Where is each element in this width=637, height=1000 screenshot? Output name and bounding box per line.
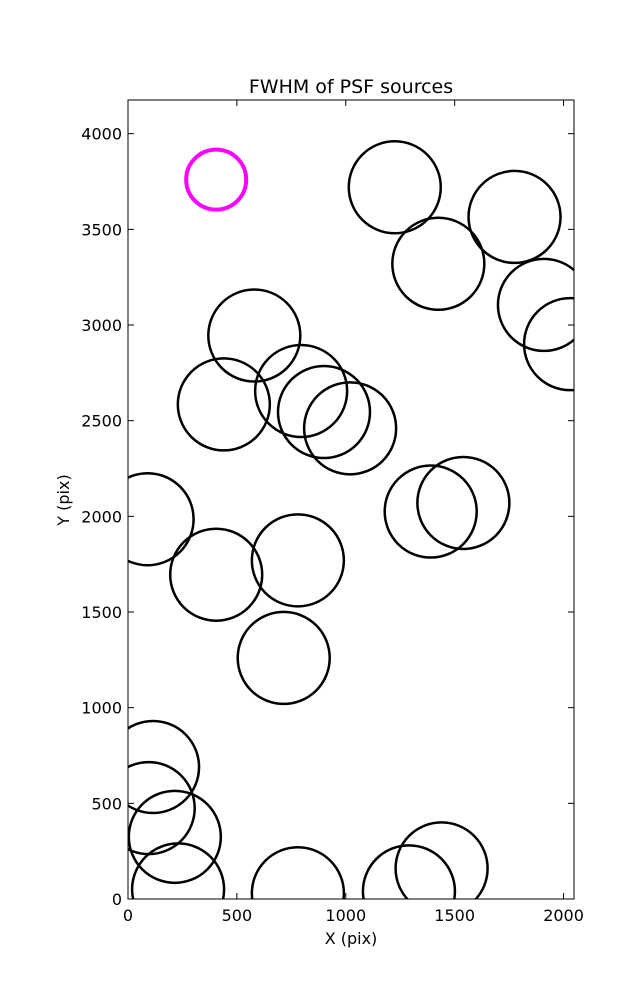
psf-source-marker — [347, 139, 443, 235]
y-tick-label: 1000 — [81, 699, 122, 718]
psf-source-marker — [416, 455, 511, 551]
psf-source-marker — [467, 169, 562, 265]
psf-source-marker — [302, 381, 398, 476]
y-tick-label: 2500 — [81, 412, 122, 431]
y-tick-label: 4000 — [81, 125, 122, 144]
y-axis-label: Y (pix) — [54, 474, 73, 526]
psf-source-marker — [522, 296, 574, 392]
psf-source-marker — [383, 464, 478, 559]
chart-title: FWHM of PSF sources — [249, 76, 453, 98]
x-tick-label: 1000 — [325, 906, 366, 925]
psf-source-marker — [128, 719, 201, 815]
marker-layer — [128, 139, 574, 899]
tick-layer: 0 500 1000 1500 2000 0 500 1000 1500 2000 2500 3000… — [81, 100, 584, 925]
x-tick-label: 2000 — [543, 906, 584, 925]
plot-frame — [127, 99, 575, 900]
psf-source-marker — [130, 842, 226, 899]
y-tick-label: 3500 — [81, 220, 122, 239]
psf-source-marker — [496, 257, 574, 353]
x-tick-label: 1500 — [434, 906, 475, 925]
psf-source-marker — [394, 821, 489, 899]
y-tick-label: 3000 — [81, 316, 122, 335]
y-tick-label: 2000 — [81, 507, 122, 526]
y-tick-label: 0 — [112, 890, 122, 909]
psf-source-marker — [207, 288, 302, 383]
x-tick-label: 0 — [123, 906, 133, 925]
psf-source-marker — [168, 527, 264, 622]
psf-source-marker — [276, 364, 372, 460]
y-tick-label: 1500 — [81, 603, 122, 622]
psf-source-marker — [176, 357, 272, 452]
psf-source-marker — [128, 789, 223, 885]
psf-source-marker — [250, 846, 346, 899]
y-tick-label: 500 — [91, 794, 122, 813]
psf-source-marker — [128, 471, 195, 567]
x-axis-label: X (pix) — [325, 929, 378, 948]
psf-source-marker — [391, 216, 486, 312]
highlight-source-marker — [184, 147, 249, 212]
psf-source-marker — [250, 513, 346, 608]
psf-source-marker — [253, 343, 349, 439]
psf-source-marker — [361, 844, 457, 899]
x-tick-label: 500 — [222, 906, 253, 925]
psf-source-marker — [236, 610, 331, 706]
